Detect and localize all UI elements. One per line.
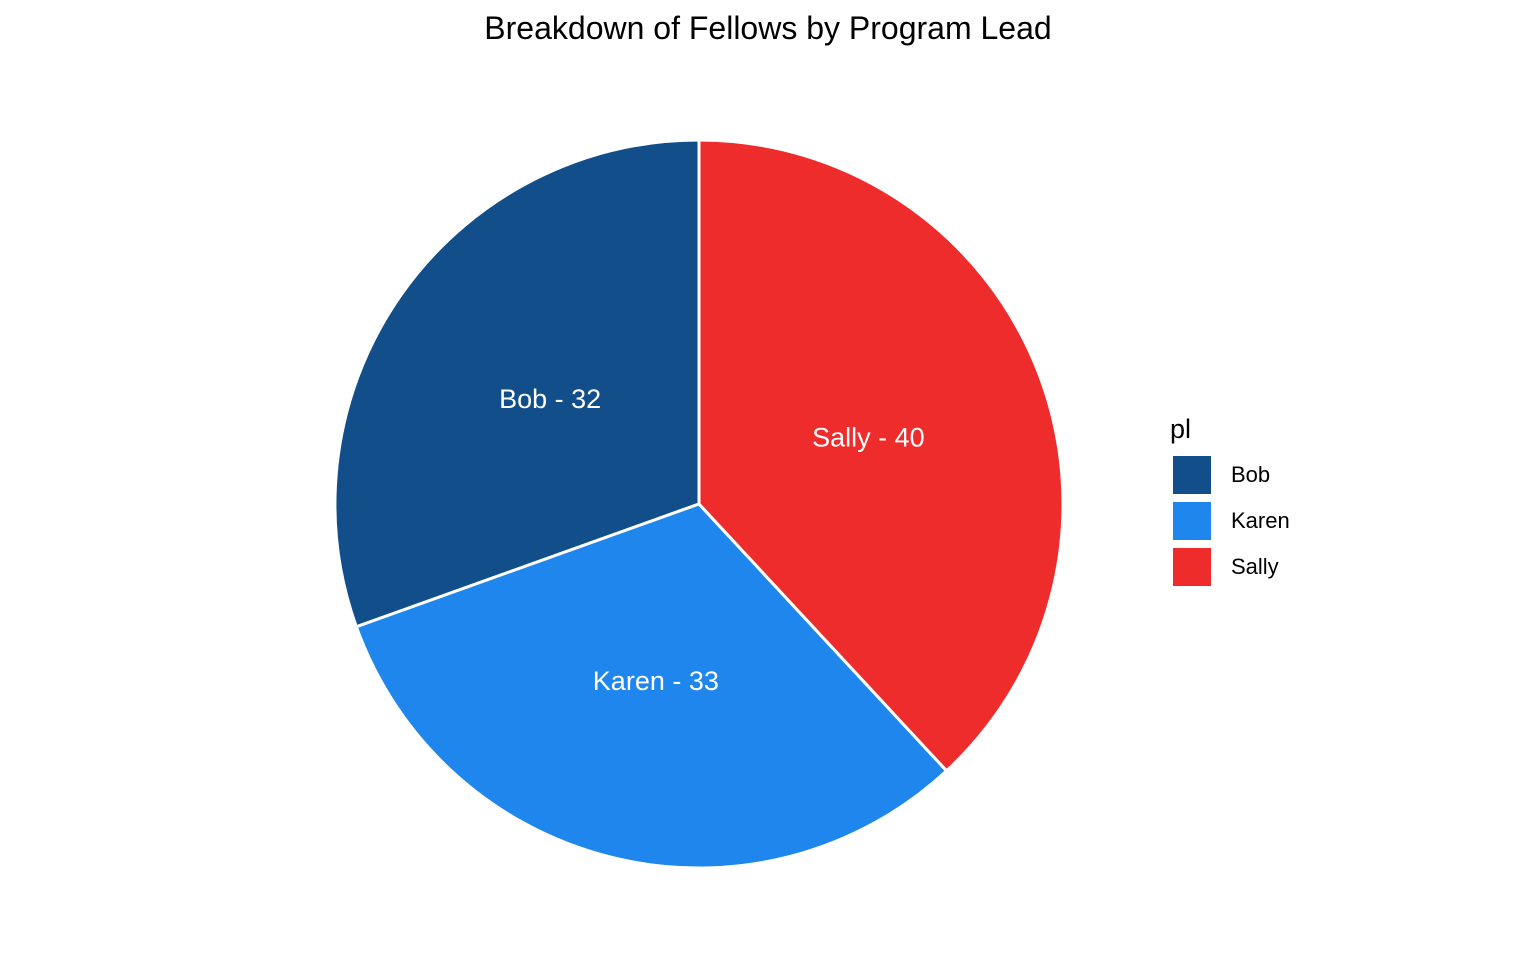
legend-items: Bob Karen Sally [1170, 452, 1290, 590]
chart-title: Breakdown of Fellows by Program Lead [484, 10, 1052, 46]
pie-slice-bob [333, 138, 701, 629]
legend-swatch-karen [1172, 501, 1212, 541]
legend-label-sally: Sally [1231, 554, 1279, 579]
pie-slice-karen [354, 502, 949, 870]
legend-title: pl [1170, 414, 1192, 444]
legend-label-bob: Bob [1231, 462, 1271, 487]
legend: pl Bob Karen Sally [1170, 412, 1290, 590]
legend-item-bob: Bob [1170, 452, 1290, 498]
legend-swatch-sally [1172, 547, 1212, 587]
slice-label-sally: Sally - 40 [812, 423, 925, 453]
legend-item-karen: Karen [1170, 498, 1290, 544]
pie-slices [333, 138, 1065, 870]
legend-item-sally: Sally [1170, 544, 1290, 590]
slice-label-bob: Bob - 32 [499, 384, 601, 414]
legend-swatch-bob [1172, 455, 1212, 495]
pie-slice-sally [697, 138, 1065, 773]
legend-label-karen: Karen [1231, 508, 1290, 533]
pie-slice-labels: Bob - 32 Karen - 33 Sally - 40 [499, 384, 925, 696]
slice-label-karen: Karen - 33 [593, 666, 719, 696]
